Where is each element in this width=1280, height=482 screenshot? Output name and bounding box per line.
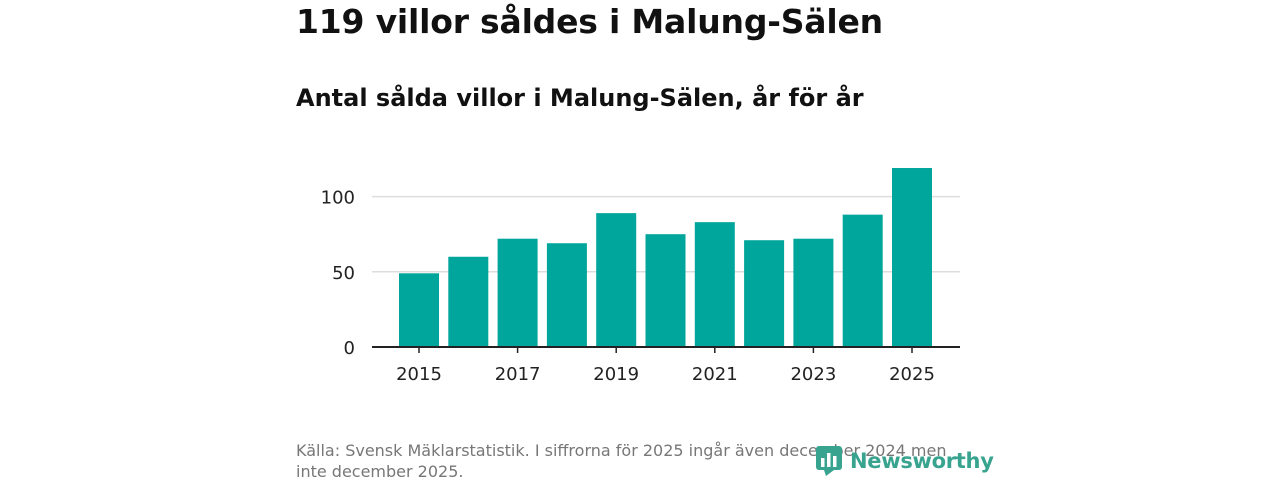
x-tick-label: 2021: [692, 364, 738, 385]
bar-2020: [645, 234, 686, 347]
x-tick-labels: 2015 2017 2019 2021 2023 2025: [396, 364, 935, 385]
bar-2018: [546, 243, 587, 347]
newsworthy-logo: Newsworthy: [816, 446, 994, 476]
y-tick-label: 0: [344, 338, 355, 359]
x-tick-label: 2023: [790, 364, 836, 385]
bar-2025: [892, 168, 932, 347]
chart-title: 119 villor såldes i Malung-Sälen: [296, 2, 883, 41]
bar-2016: [448, 256, 489, 347]
bar-2015: [399, 273, 439, 347]
bars: [399, 168, 932, 347]
newsworthy-logo-text: Newsworthy: [850, 449, 994, 473]
x-tick-marks: [418, 347, 913, 353]
source-note: Källa: Svensk Mäklarstatistik. I siffror…: [296, 441, 947, 481]
bar-chart: 0 50 100 2015 2017 2019 2021 2023 2025: [321, 168, 960, 385]
newsworthy-logo-icon: [816, 446, 842, 476]
y-tick-labels: 0 50 100: [321, 188, 355, 359]
bar-2017: [497, 238, 538, 347]
y-tick-label: 100: [321, 188, 355, 209]
chart-subtitle: Antal sålda villor i Malung-Sälen, år fö…: [296, 84, 864, 112]
y-tick-label: 50: [332, 263, 355, 284]
x-tick-label: 2025: [889, 364, 935, 385]
x-tick-label: 2015: [396, 364, 442, 385]
bar-2024: [842, 214, 883, 347]
bar-2019: [596, 213, 637, 347]
bar-2023: [793, 238, 834, 347]
bar-2022: [744, 240, 785, 347]
x-tick-label: 2017: [495, 364, 541, 385]
bar-2021: [694, 222, 735, 347]
x-tick-label: 2019: [593, 364, 639, 385]
